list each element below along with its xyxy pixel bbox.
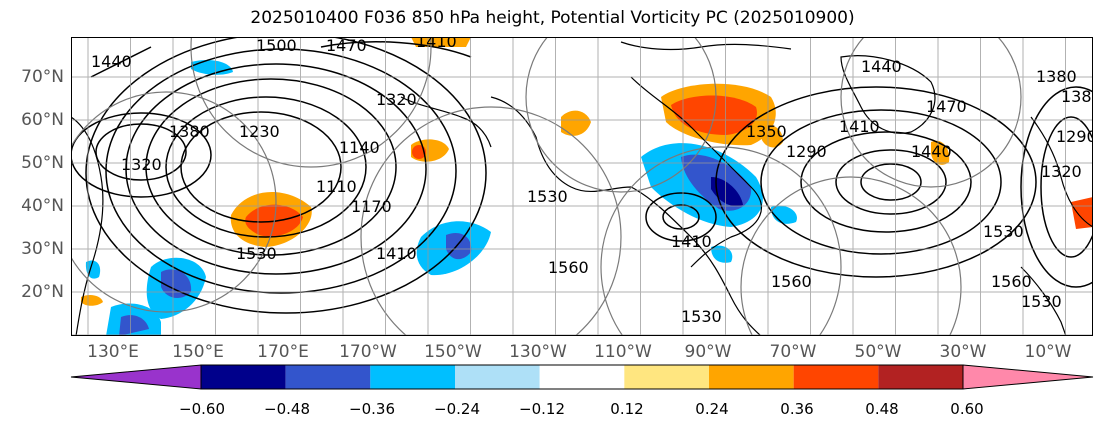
- map-panel: 1440 1500 1470 1410 1380 1320 1230 1320 …: [71, 37, 1093, 336]
- north-america-east-coast: [630, 76, 762, 268]
- colorbar-tick-label: 0.60: [950, 400, 984, 418]
- contour-label: 1560: [771, 272, 812, 291]
- contour-label: 1230: [239, 122, 280, 141]
- colorbar-segment: [709, 365, 794, 389]
- pv-positive-region: [1071, 197, 1093, 229]
- contour-label: 1410: [376, 244, 417, 263]
- contour-label: 1440: [861, 57, 902, 76]
- contour-label: 1380: [1061, 87, 1093, 106]
- colorbar-segment: [370, 365, 455, 389]
- lat-label-70n: 70°N: [21, 67, 64, 87]
- map-frame: [71, 37, 1093, 336]
- lon-label-10w: 10°W: [1024, 342, 1072, 362]
- range-circles: [71, 37, 1022, 336]
- pv-positive-region: [411, 37, 471, 47]
- colorbar-tick-label: −0.60: [179, 400, 225, 418]
- europe-coast: [1030, 116, 1093, 228]
- lon-label-30w: 30°W: [939, 342, 987, 362]
- contour-label: 1350: [746, 122, 787, 141]
- lat-label-50n: 50°N: [21, 153, 64, 173]
- contour-label: 1470: [326, 37, 367, 55]
- contour-label: 1560: [548, 258, 589, 277]
- africa-coast: [1020, 266, 1067, 336]
- asia-coast: [71, 116, 104, 336]
- colorbar: [70, 364, 1094, 390]
- contour-label: 1380: [1036, 67, 1077, 86]
- colorbar-segment: [285, 365, 371, 389]
- contour-labels: 1440 1500 1470 1410 1380 1320 1230 1320 …: [91, 37, 1093, 326]
- alaska-coast: [400, 96, 492, 148]
- colorbar-segment: [878, 365, 963, 389]
- contour-label: 1170: [351, 197, 392, 216]
- map-title: 2025010400 F036 850 hPa height, Potentia…: [250, 8, 855, 28]
- pv-negative-core: [446, 232, 472, 260]
- colorbar-tick-label: −0.24: [434, 400, 480, 418]
- colorbar-frame: [200, 364, 964, 390]
- pv-negative-core: [119, 315, 149, 336]
- greenland-coast: [840, 55, 936, 134]
- colorbar-tick-label: 0.24: [695, 400, 729, 418]
- colorbar-tick-label: −0.36: [349, 400, 395, 418]
- contour-label: 1320: [1041, 162, 1082, 181]
- pv-positive-region: [561, 110, 591, 136]
- lon-label-170w: 170°W: [339, 342, 397, 362]
- contour-label: 1110: [316, 177, 357, 196]
- colorbar-segment: [455, 365, 540, 389]
- contour-label: 1410: [671, 232, 712, 251]
- pv-negative-region: [711, 245, 733, 263]
- colorbar-tick-label: −0.12: [519, 400, 565, 418]
- pv-positive-region: [761, 125, 783, 148]
- lon-label-90w: 90°W: [684, 342, 732, 362]
- colorbar-segment: [793, 365, 879, 389]
- colorbar-tick-label: −0.48: [264, 400, 310, 418]
- arctic-islands: [620, 41, 792, 51]
- contour-label: 1440: [911, 142, 952, 161]
- contour-label: 1470: [926, 97, 967, 116]
- colorbar-segment: [539, 365, 625, 389]
- contour-label: 1500: [256, 37, 297, 55]
- lon-label-50w: 50°W: [854, 342, 902, 362]
- contour-label: 1560: [991, 272, 1032, 291]
- colorbar-tick-label: 0.48: [865, 400, 899, 418]
- lat-label-60n: 60°N: [21, 110, 64, 130]
- contour-label: 1530: [983, 222, 1024, 241]
- contour-label: 1440: [91, 52, 132, 71]
- contour-label: 1320: [121, 155, 162, 174]
- pv-negative-region: [191, 60, 233, 75]
- colorbar-segment: [624, 365, 709, 389]
- contour-label: 1140: [339, 138, 380, 157]
- contour-label: 1290: [786, 142, 827, 161]
- pv-negative-core: [161, 269, 192, 299]
- lat-label-30n: 30°N: [21, 239, 64, 259]
- pv-positive-region: [81, 294, 103, 306]
- pv-negative-deep: [711, 177, 743, 207]
- pv-positive-region: [931, 140, 950, 165]
- lat-label-20n: 20°N: [21, 282, 64, 302]
- contour-label: 1530: [236, 244, 277, 263]
- contour-label: 1380: [169, 122, 210, 141]
- lon-label-150e: 150°E: [172, 342, 224, 362]
- colorbar-min-extension: [70, 364, 202, 390]
- lon-label-110w: 110°W: [594, 342, 652, 362]
- contour-label: 1320: [376, 90, 417, 109]
- colorbar-segment: [201, 365, 286, 389]
- lon-label-130w: 130°W: [509, 342, 567, 362]
- lon-label-70w: 70°W: [769, 342, 817, 362]
- contour-label: 1530: [527, 187, 568, 206]
- lat-label-40n: 40°N: [21, 196, 64, 216]
- lon-label-170e: 170°E: [257, 342, 309, 362]
- lon-label-150w: 150°W: [424, 342, 482, 362]
- height-contours: [71, 37, 1093, 314]
- contour-label: 1530: [681, 307, 722, 326]
- contour-label: 1410: [416, 37, 457, 51]
- colorbar-max-extension: [962, 364, 1094, 390]
- contour-label: 1290: [1056, 127, 1093, 146]
- colorbar-tick-label: 0.12: [610, 400, 644, 418]
- colorbar-tick-label: 0.36: [780, 400, 814, 418]
- contour-label: 1410: [839, 117, 880, 136]
- lon-label-130e: 130°E: [87, 342, 139, 362]
- contour-label: 1530: [1021, 292, 1062, 311]
